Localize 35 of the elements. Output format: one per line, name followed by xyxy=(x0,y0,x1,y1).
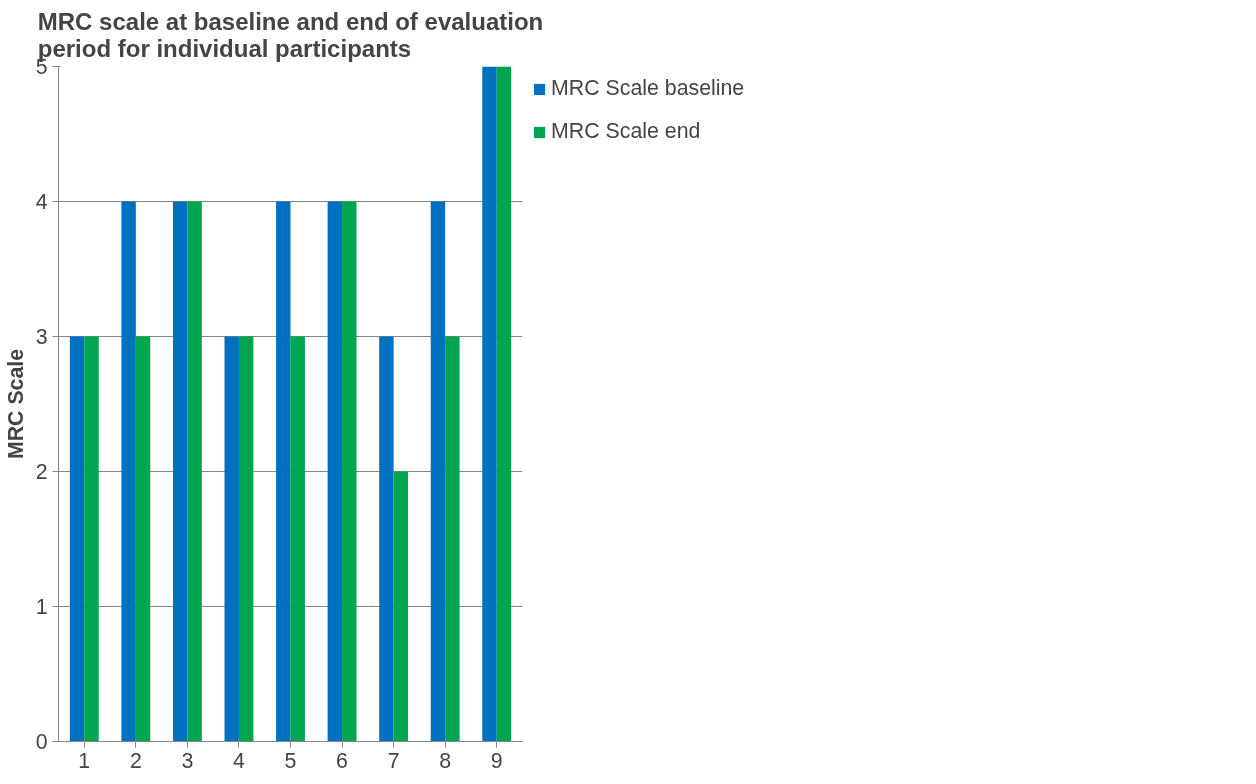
x-tick-label: 9 xyxy=(490,748,503,773)
bar xyxy=(238,336,254,742)
bar xyxy=(84,336,99,742)
x-tick-label: 6 xyxy=(336,748,348,773)
legend-label: MRC Scale baseline xyxy=(551,76,745,101)
y-tick-label: 1 xyxy=(35,595,48,619)
x-tick-label: 2 xyxy=(129,748,142,773)
x-tick-label: 1 xyxy=(78,748,91,773)
y-tick-label: 2 xyxy=(35,460,48,484)
x-tick-label: 3 xyxy=(181,748,194,773)
bar xyxy=(496,66,512,742)
y-tick-label: 3 xyxy=(35,325,48,349)
bar xyxy=(445,336,460,742)
y-axis-title: MRC Scale xyxy=(3,348,28,460)
legend-label: MRC Scale end xyxy=(551,119,701,144)
bar xyxy=(172,201,188,742)
bar xyxy=(393,471,409,742)
bar xyxy=(327,201,343,742)
y-tick-label: 4 xyxy=(35,190,48,214)
bar xyxy=(69,336,85,742)
bar xyxy=(482,66,497,742)
bar xyxy=(224,336,239,742)
x-tick-label: 7 xyxy=(387,748,400,773)
bar xyxy=(187,201,202,742)
y-tick-label: 0 xyxy=(35,730,48,754)
bar xyxy=(276,201,291,742)
bar xyxy=(430,201,446,742)
bar xyxy=(379,336,394,742)
bar xyxy=(342,201,357,742)
x-tick-label: 8 xyxy=(439,748,452,773)
bar xyxy=(290,336,305,742)
x-tick-label: 5 xyxy=(284,748,297,773)
bar xyxy=(135,336,151,742)
bar xyxy=(121,201,136,742)
x-tick-label: 4 xyxy=(233,748,246,773)
